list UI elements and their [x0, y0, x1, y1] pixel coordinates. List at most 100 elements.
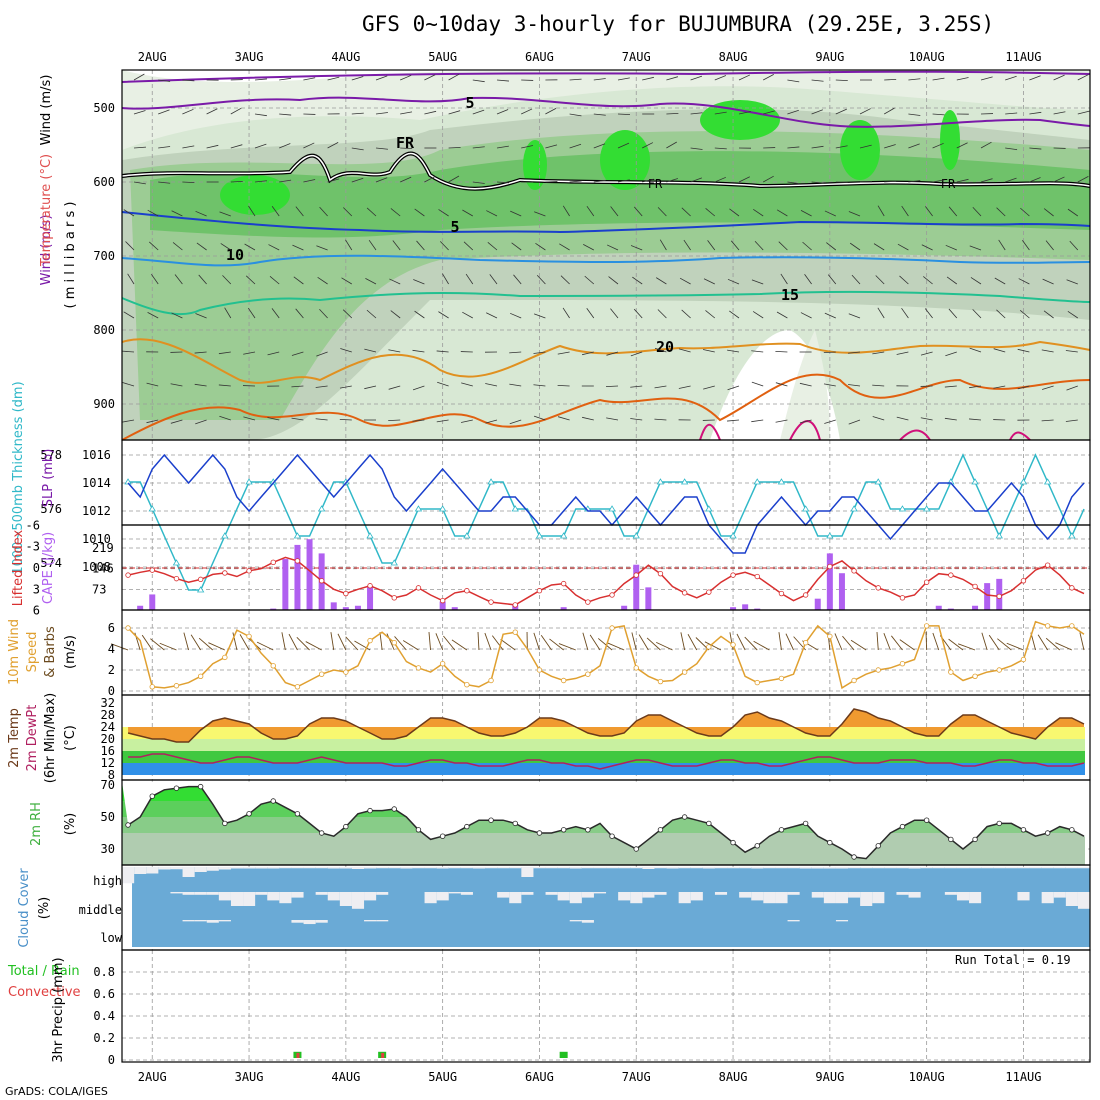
wind-barb: [562, 307, 570, 319]
cloud-block: [388, 867, 401, 869]
wind-barb: [196, 242, 207, 251]
wind-barb: [364, 348, 377, 353]
temp-band: [122, 763, 1085, 775]
wind-barb: [802, 241, 812, 251]
wind-barb: [606, 351, 619, 356]
wind-barb: [316, 351, 328, 357]
thickness-line-point: [874, 478, 882, 485]
wind10m-line-point: [343, 669, 349, 675]
wind-barb: [932, 77, 945, 81]
wind10m-line-point: [439, 661, 446, 667]
wind-barb: [521, 145, 534, 149]
rh2m-line-point: [996, 820, 1002, 827]
wind-barb-10m: [589, 634, 601, 651]
wind-barb: [1029, 75, 1041, 81]
wind-barb: [593, 143, 606, 149]
wind-barb-10m: [1055, 642, 1073, 651]
wind-barb: [690, 147, 703, 150]
wind-barb: [365, 278, 377, 285]
wind10m-line-point: [754, 679, 760, 686]
cloud-block: [376, 892, 389, 895]
isotherm-label: 15: [781, 286, 799, 304]
wind-barb: [666, 76, 679, 81]
wind-barb-10m: [281, 632, 286, 651]
lifted-index-line-point: [1020, 578, 1027, 584]
wind-barb: [654, 418, 667, 421]
wind-barb-10m: [785, 633, 794, 651]
p5-units: (°C): [63, 725, 78, 751]
cloud-block: [303, 867, 316, 869]
run-total: Run Total = 0.19: [955, 953, 1071, 967]
wind-barb-10m: [549, 638, 564, 651]
isotherm-label: FR: [941, 177, 956, 191]
wind-barb: [823, 351, 836, 354]
wind-barb: [738, 74, 751, 81]
wind-barb: [345, 239, 353, 251]
thickness-line-point: [293, 532, 302, 539]
rh2m-line-point: [343, 823, 349, 830]
wind-barb: [875, 275, 885, 285]
wind-barb: [897, 243, 909, 251]
wind-barb: [291, 385, 304, 388]
cloud-block: [775, 892, 788, 904]
x-day-label-top: 11AUG: [1005, 50, 1041, 64]
cape-bar: [984, 583, 991, 610]
p8-ytick: 0.8: [93, 965, 115, 979]
cloud-block: [690, 892, 703, 901]
wind-barb-10m: [435, 633, 444, 651]
wind-barb: [462, 209, 473, 217]
cloud-block: [412, 867, 425, 869]
p5-label-c: (6hr Min/Max): [43, 693, 58, 783]
wind-barb: [122, 350, 135, 353]
lifted-index-line-point: [294, 558, 301, 564]
p1-ytick: 900: [93, 397, 115, 411]
wind-barb: [763, 110, 775, 115]
wind-barb: [800, 312, 812, 319]
wind-barb: [533, 415, 546, 421]
cloud-block: [823, 867, 836, 869]
lifted-index-line-point: [778, 590, 785, 597]
thickness-line-point: [753, 478, 761, 485]
cloud-block: [170, 867, 183, 870]
thickness-line-point: [922, 505, 931, 512]
wind-barb: [437, 381, 449, 387]
rh2m-line-point: [754, 843, 760, 849]
lifted-index-line: [127, 556, 1085, 606]
wind-barb: [465, 273, 474, 285]
thickness-line-point: [463, 532, 471, 539]
wind-barb: [509, 312, 522, 319]
lifted-index-line-point: [1069, 585, 1075, 591]
wind-barb-10m: [345, 636, 359, 651]
wind-barb: [487, 241, 498, 251]
wind-barb-10m: [491, 635, 504, 651]
wind-barb: [678, 385, 691, 389]
wind-barb: [390, 310, 401, 319]
wind-barb: [400, 147, 413, 150]
cape-bar: [826, 553, 833, 610]
wind10m-line-point: [657, 678, 664, 685]
wind-barb: [511, 242, 522, 251]
wind-barb: [996, 309, 1006, 319]
wind-barb: [1077, 110, 1090, 115]
cloud-block: [618, 892, 631, 901]
wind-barb: [485, 419, 498, 424]
wind-barb: [872, 416, 885, 421]
p5-label-a: 2m Temp: [7, 708, 22, 768]
isotherm-label: FR: [396, 134, 415, 152]
p2-ytick-left: 576: [40, 502, 62, 516]
cloud-block: [956, 867, 970, 869]
wind-barb: [811, 79, 824, 82]
wind-barb: [593, 78, 606, 81]
cloud-block: [1077, 892, 1091, 909]
wind-barb: [133, 110, 146, 115]
lifted-index-line-point: [343, 590, 349, 597]
cape-bar: [354, 605, 361, 610]
wind-barb: [666, 141, 677, 149]
cloud-block: [642, 892, 655, 898]
wind-barb: [714, 111, 727, 115]
lifted-index-line-point: [899, 595, 906, 601]
thickness-line-point: [850, 505, 858, 512]
wind-barb: [727, 278, 740, 285]
wind-barb: [533, 313, 546, 319]
wind-barb: [972, 206, 982, 217]
